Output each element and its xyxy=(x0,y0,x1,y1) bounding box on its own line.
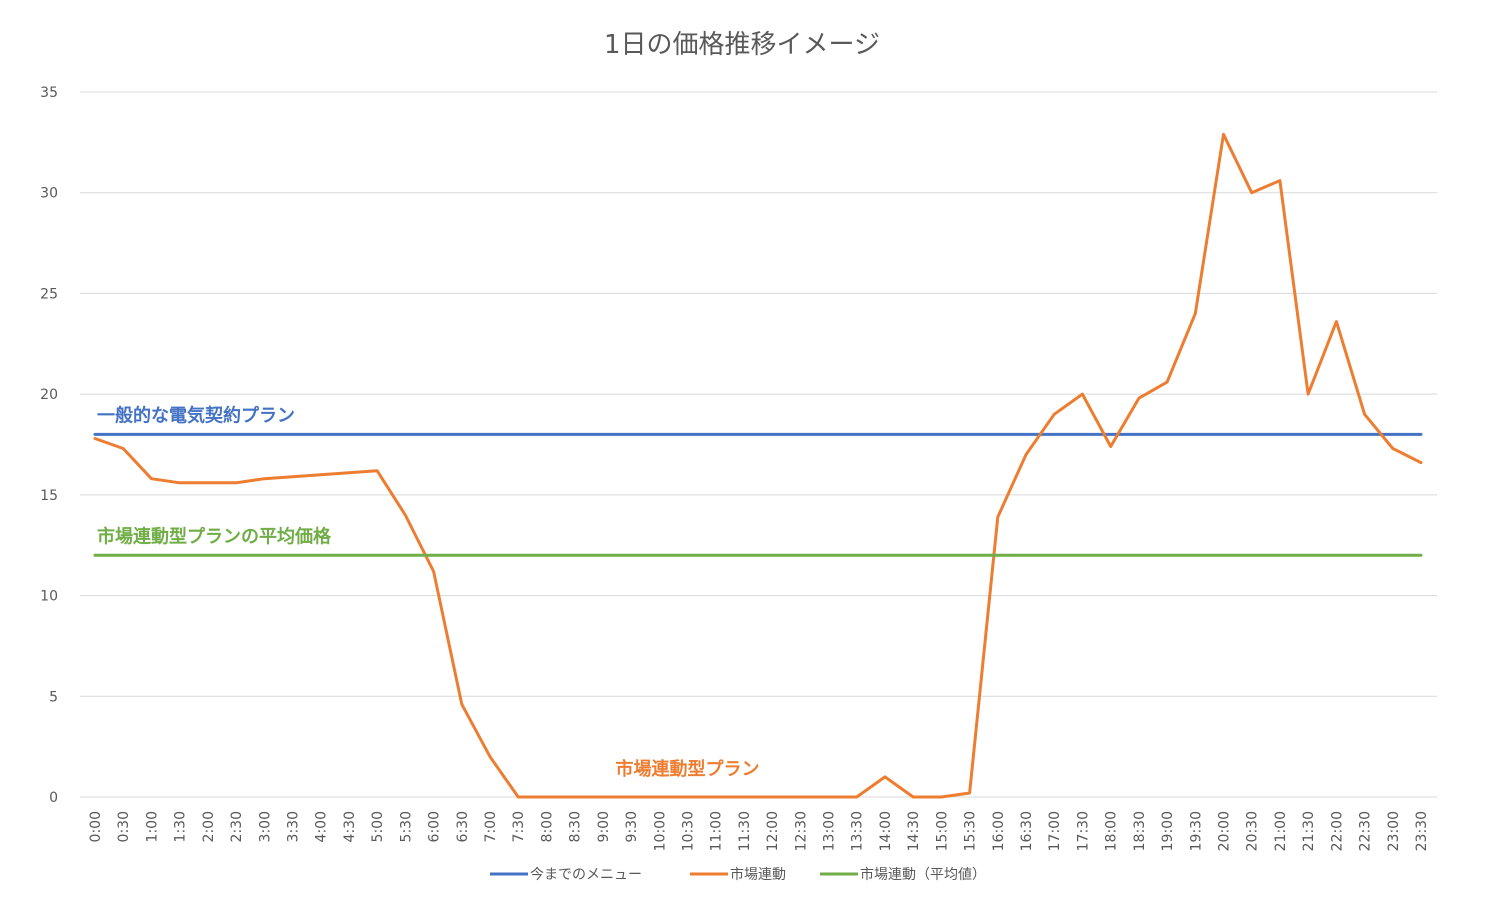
x-tick-label: 3:30 xyxy=(285,811,301,842)
x-tick-label: 16:30 xyxy=(1019,811,1035,851)
x-tick-label: 21:00 xyxy=(1273,811,1289,851)
x-tick-label: 1:00 xyxy=(144,811,160,842)
x-tick-label: 4:00 xyxy=(314,811,330,842)
x-tick-label: 0:30 xyxy=(116,811,132,842)
x-tick-label: 10:30 xyxy=(680,811,696,851)
x-tick-label: 19:00 xyxy=(1160,811,1176,851)
x-tick-label: 2:30 xyxy=(229,811,245,842)
x-tick-label: 21:30 xyxy=(1301,811,1317,851)
x-tick-label: 15:30 xyxy=(963,811,979,851)
x-tick-label: 11:00 xyxy=(709,811,725,851)
x-tick-label: 2:00 xyxy=(201,811,217,842)
x-tick-label: 22:30 xyxy=(1358,811,1374,851)
x-tick-label: 13:30 xyxy=(850,811,866,851)
series-line-1 xyxy=(93,132,1423,799)
x-tick-label: 15:00 xyxy=(934,811,950,851)
x-tick-label: 6:30 xyxy=(455,811,471,842)
x-tick-label: 5:30 xyxy=(398,811,414,842)
x-tick-label: 23:00 xyxy=(1386,811,1402,851)
x-tick-label: 10:00 xyxy=(652,811,668,851)
x-tick-label: 20:30 xyxy=(1245,811,1261,851)
y-tick-label: 35 xyxy=(40,85,58,101)
x-tick-label: 14:30 xyxy=(906,811,922,851)
y-tick-label: 5 xyxy=(49,689,58,705)
x-tick-label: 17:30 xyxy=(1075,811,1091,851)
legend-label: 市場連動（平均値） xyxy=(860,866,986,883)
y-tick-label: 10 xyxy=(40,589,58,605)
y-tick-label: 15 xyxy=(40,488,58,504)
x-tick-label: 19:30 xyxy=(1188,811,1204,851)
x-tick-label: 16:00 xyxy=(991,811,1007,851)
x-tick-label: 11:30 xyxy=(737,811,753,851)
chart-title: 1日の価格推移イメージ xyxy=(604,30,880,60)
x-tick-label: 5:00 xyxy=(370,811,386,842)
y-tick-label: 25 xyxy=(40,286,58,302)
series-lines xyxy=(93,132,1423,799)
legend-label: 市場連動 xyxy=(730,866,786,883)
gridlines xyxy=(80,91,1437,798)
y-tick-label: 0 xyxy=(49,790,58,806)
x-tick-label: 22:00 xyxy=(1329,811,1345,851)
legend: 今までのメニュー 市場連動 市場連動（平均値） xyxy=(490,866,986,883)
x-tick-label: 18:30 xyxy=(1132,811,1148,851)
x-tick-label: 9:30 xyxy=(624,811,640,842)
x-tick-label: 18:00 xyxy=(1104,811,1120,851)
x-tick-label: 8:00 xyxy=(539,811,555,842)
x-tick-label: 20:00 xyxy=(1217,811,1233,851)
annotation-label: 市場連動型プラン xyxy=(615,758,759,780)
annotation-label: 一般的な電気契約プラン xyxy=(97,404,295,426)
x-axis: 0:00 0:30 1:00 1:30 2:00 2:30 3:00 3:30 4:00 4:30… xyxy=(88,811,1430,851)
y-axis: 0 5 10 15 20 25 30 35 xyxy=(40,85,58,806)
x-tick-label: 12:30 xyxy=(793,811,809,851)
x-tick-label: 6:00 xyxy=(427,811,443,842)
x-tick-label: 9:00 xyxy=(596,811,612,842)
y-tick-label: 30 xyxy=(40,186,58,202)
x-tick-label: 0:00 xyxy=(88,811,104,842)
x-tick-label: 17:00 xyxy=(1047,811,1063,851)
x-tick-label: 14:00 xyxy=(878,811,894,851)
x-tick-label: 4:30 xyxy=(342,811,358,842)
x-tick-label: 7:30 xyxy=(511,811,527,842)
annotation-label: 市場連動型プランの平均価格 xyxy=(97,525,332,547)
y-tick-label: 20 xyxy=(40,387,58,403)
x-tick-label: 13:00 xyxy=(822,811,838,851)
x-tick-label: 7:00 xyxy=(483,811,499,842)
x-tick-label: 12:00 xyxy=(765,811,781,851)
x-tick-label: 1:30 xyxy=(173,811,189,842)
legend-label: 今までのメニュー xyxy=(530,867,642,883)
x-tick-label: 3:00 xyxy=(257,811,273,842)
x-tick-label: 8:30 xyxy=(568,811,584,842)
x-tick-label: 23:30 xyxy=(1414,811,1430,851)
